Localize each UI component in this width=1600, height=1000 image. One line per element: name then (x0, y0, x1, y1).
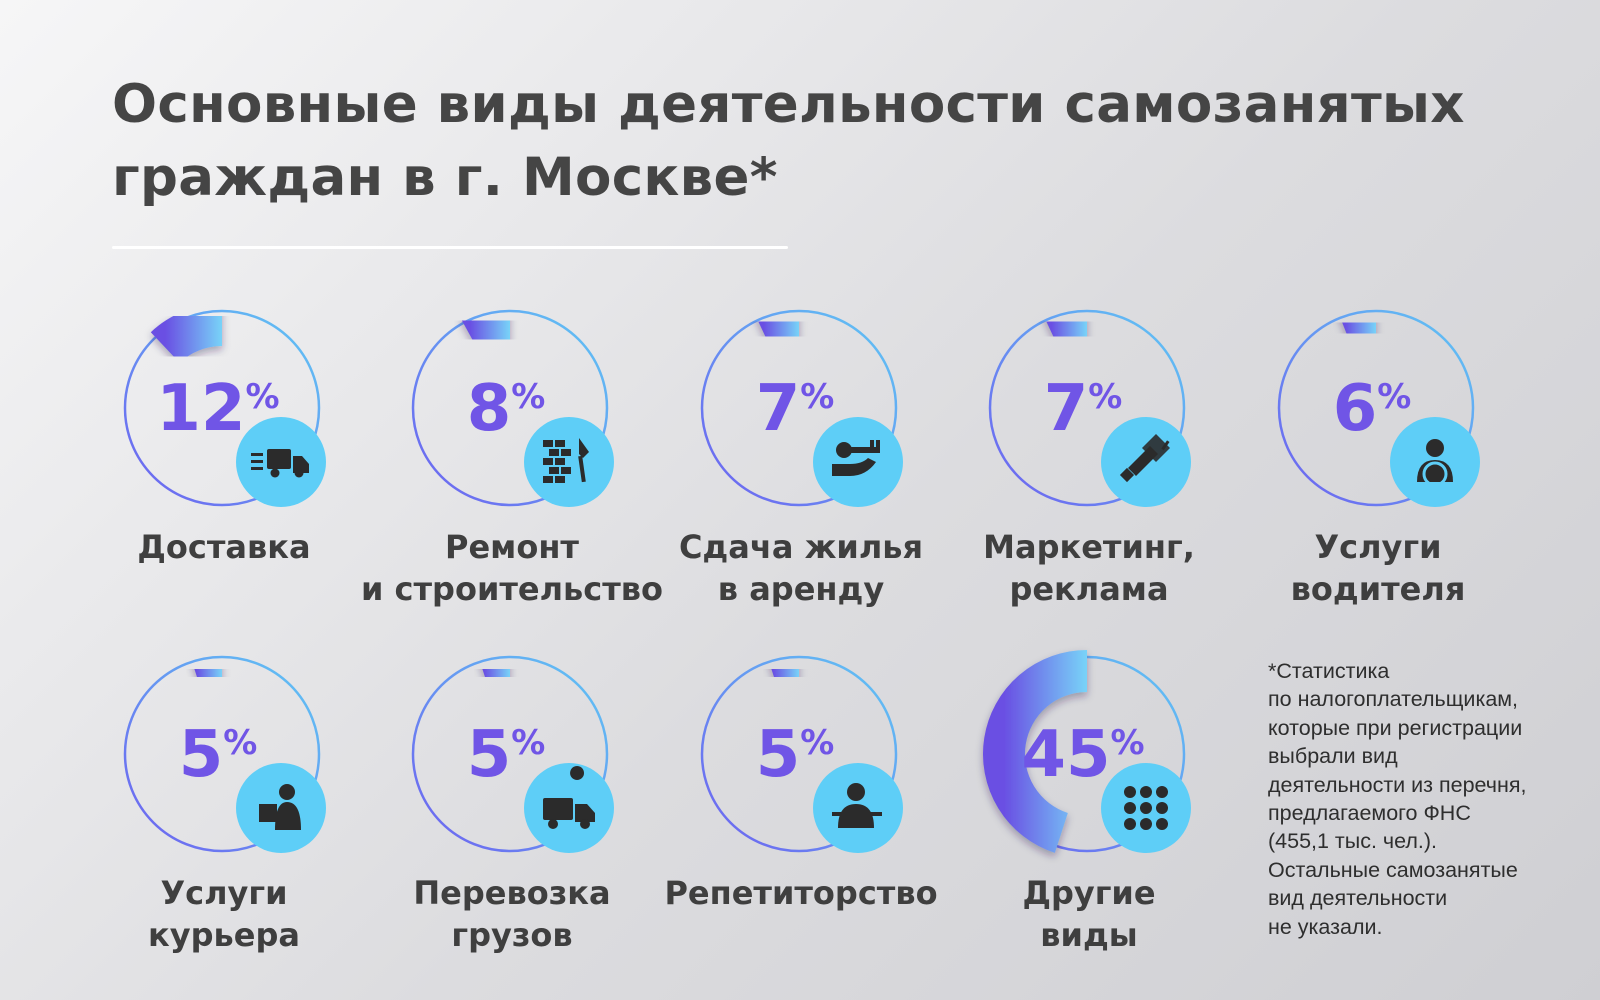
donut-chart: 6% (1277, 304, 1480, 507)
category-label: Доставка (59, 526, 389, 568)
category-label-line: Ремонт (445, 528, 579, 566)
footnote-line: по налогоплательщикам, (1268, 687, 1519, 712)
key-hand-icon (832, 440, 880, 476)
driver-icon (1417, 439, 1453, 487)
tutor-icon (832, 783, 882, 828)
value-label: 5% (179, 718, 258, 792)
category-label: Маркетинг, реклама (924, 526, 1254, 610)
value-arc (983, 650, 1088, 853)
footnote: *Статистика по налогоплательщикам, которые… (1268, 657, 1588, 941)
megaphone-icon (1119, 434, 1170, 483)
category-label-line: виды (1040, 916, 1138, 954)
category-label-line: Сдача жилья (678, 528, 924, 566)
delivery-truck-icon (251, 449, 309, 478)
category-label-line: грузов (451, 916, 573, 954)
donut-chart: 7% (700, 304, 903, 507)
donut-chart: 5% (700, 650, 903, 853)
value-arc (189, 650, 223, 696)
value-label: 8% (467, 372, 546, 446)
donut-chart: 12% (123, 304, 326, 507)
footnote-line: (455,1 тыс. чел.). (1268, 829, 1438, 854)
category-label: Сдача жилья в аренду (636, 526, 966, 610)
value-arc (150, 304, 223, 364)
page-title: Основные виды деятельности самозанятых г… (112, 68, 1512, 214)
value-arc (766, 650, 800, 696)
title-divider (112, 246, 788, 249)
category-label-line: Услуги (160, 874, 288, 912)
category-label: Ремонт и строительство (347, 526, 677, 610)
value-label: 5% (756, 718, 835, 792)
value-arc (477, 650, 511, 696)
category-label: Услуги курьера (59, 872, 389, 956)
footnote-line: Остальные самозанятые (1268, 857, 1518, 882)
donut-ring (700, 309, 898, 507)
category-label-line: в аренду (717, 570, 885, 608)
donut-ring (411, 309, 609, 507)
brick-trowel-icon (543, 438, 589, 483)
footnote-line: вид деятельности (1268, 886, 1448, 911)
footnote-line: которые при регистрации (1268, 715, 1523, 740)
footnote-line: не указали. (1268, 914, 1383, 939)
category-label-line: Доставка (137, 528, 311, 566)
footnote-line: предлагаемого ФНС (1268, 801, 1471, 826)
page-title-line-1: Основные виды деятельности самозанятых (112, 74, 1465, 135)
icon-badge (524, 417, 614, 507)
grid-dots-icon (1124, 786, 1168, 830)
cargo-truck-icon (543, 766, 595, 829)
value-label: 5% (467, 718, 546, 792)
footnote-line: *Статистика (1268, 659, 1390, 683)
value-label: 6% (1333, 372, 1412, 446)
category-label-line: Маркетинг, (983, 528, 1195, 566)
category-label: Репетиторство (636, 872, 966, 914)
donut-ring (123, 309, 321, 507)
donut-chart: 45% (983, 650, 1191, 853)
courier-icon (259, 784, 301, 830)
value-arc (1337, 304, 1377, 351)
footnote-line: выбрали вид (1268, 744, 1398, 769)
page-title-line-2: граждан в г. Москве* (112, 147, 778, 208)
category-label-line: реклама (1009, 570, 1169, 608)
donut-ring (1277, 309, 1475, 507)
category-label-line: и строительство (360, 570, 664, 608)
category-label-line: Репетиторство (664, 874, 938, 912)
donut-chart: 7% (988, 304, 1191, 507)
category-label-line: водителя (1290, 570, 1466, 608)
donut-chart: 5% (123, 650, 326, 853)
value-arc (754, 304, 800, 353)
category-label: Услуги водителя (1213, 526, 1543, 610)
value-label: 12% (156, 372, 279, 446)
value-label: 7% (1044, 372, 1123, 446)
value-label: 7% (756, 372, 835, 446)
value-arc (1042, 304, 1088, 353)
category-label-line: Другие (1022, 874, 1156, 912)
donut-chart: 8% (411, 304, 614, 507)
category-label-line: Перевозка (413, 874, 611, 912)
category-label: Перевозка грузов (347, 872, 677, 956)
category-label: Другие виды (924, 872, 1254, 956)
footnote-line: деятельности из перечня, (1268, 772, 1527, 797)
category-label-line: Услуги (1314, 528, 1442, 566)
donut-chart: 5% (411, 650, 614, 853)
category-label-line: курьера (148, 916, 300, 954)
value-arc (459, 304, 511, 355)
donut-ring (988, 309, 1186, 507)
icon-badge (813, 417, 903, 507)
value-label: 45% (1021, 718, 1144, 792)
